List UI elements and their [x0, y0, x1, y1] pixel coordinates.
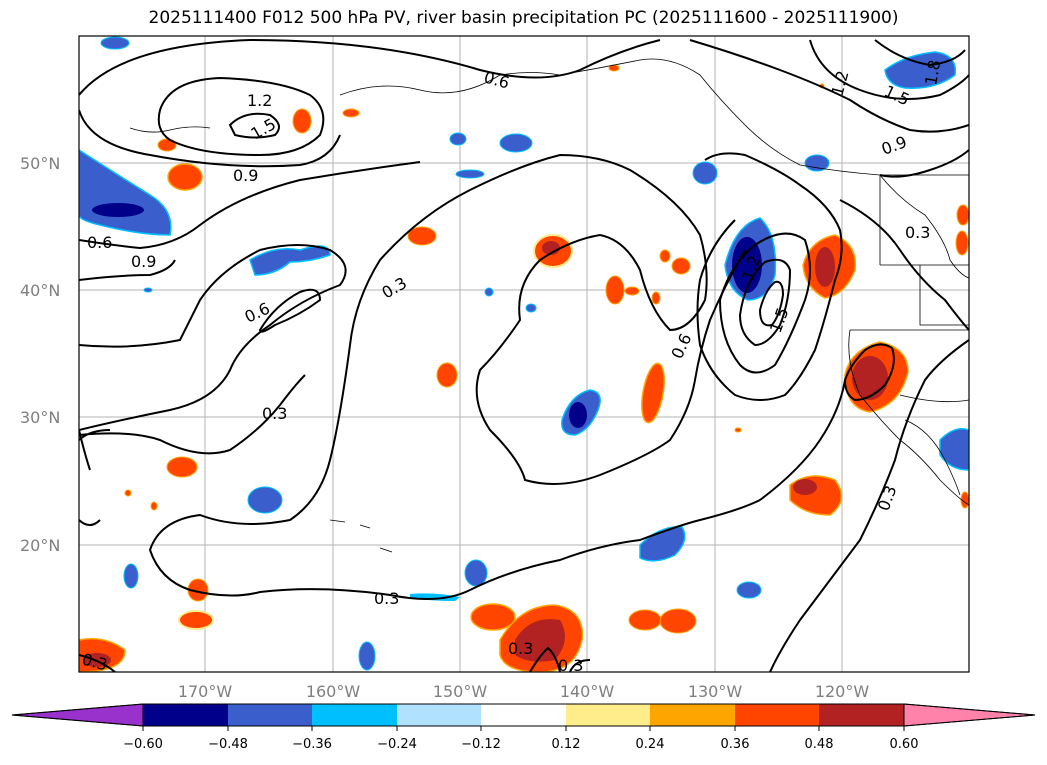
contour-label: 1.2 — [247, 91, 272, 110]
lon-label: 150°W — [433, 682, 488, 701]
lat-label: 20°N — [20, 536, 60, 555]
colorbar-tick: −0.12 — [461, 737, 501, 752]
contour-label: 0.9 — [233, 166, 258, 185]
lat-label: 40°N — [20, 281, 60, 300]
contour-label: 0.6 — [87, 233, 112, 252]
contour-label: 0.9 — [131, 252, 156, 271]
latitude-labels: 50°N 40°N 30°N 20°N — [20, 154, 60, 555]
contour-label: 0.3 — [905, 223, 930, 242]
colorbar-segment — [143, 704, 228, 726]
lat-label: 30°N — [20, 408, 60, 427]
contour-label: 1.8 — [921, 58, 944, 86]
map-frame — [78, 35, 970, 673]
colorbar-tick: 0.60 — [890, 737, 919, 752]
lon-label: 140°W — [560, 682, 615, 701]
colorbar-segment — [228, 704, 312, 726]
colorbar-segment — [735, 704, 819, 726]
colorbar-tick: −0.24 — [377, 737, 417, 752]
contour-label: 0.3 — [558, 656, 583, 675]
colorbar-right-extension — [903, 703, 1036, 727]
colorbar-segment — [650, 704, 735, 726]
colorbar-tick: 0.12 — [552, 737, 581, 752]
lon-label: 130°W — [688, 682, 743, 701]
colorbar-left-extension — [11, 703, 144, 727]
colorbar-segment — [312, 704, 397, 726]
colorbar-tick: −0.48 — [208, 737, 248, 752]
map-title: 2025111400 F012 500 hPa PV, river basin … — [148, 8, 899, 28]
colorbar-segment — [819, 704, 904, 726]
colorbar-segment — [566, 704, 650, 726]
colorbar-tick: −0.60 — [123, 737, 163, 752]
map-contents — [79, 36, 969, 672]
contour-label: 0.3 — [374, 589, 399, 608]
colorbar-segment — [397, 704, 481, 726]
lon-label: 170°W — [178, 682, 233, 701]
lon-label: 160°W — [306, 682, 361, 701]
colorbar-tick: 0.24 — [636, 737, 665, 752]
colorbar-tick: 0.36 — [721, 737, 750, 752]
lat-label: 50°N — [20, 154, 60, 173]
longitude-labels: 170°W 160°W 150°W 140°W 130°W 120°W — [178, 682, 870, 701]
map-area — [79, 36, 969, 672]
negative-precip-areas — [79, 36, 969, 671]
positive-precip-areas — [79, 64, 969, 672]
contour-label: 0.3 — [508, 639, 533, 658]
colorbar: −0.60 −0.48 −0.36 −0.24 −0.12 0.12 0.24 … — [11, 703, 1036, 752]
colorbar-segment — [481, 704, 566, 726]
lon-label: 120°W — [815, 682, 870, 701]
colorbar-tick: 0.48 — [805, 737, 834, 752]
colorbar-tick: −0.36 — [292, 737, 332, 752]
contour-label: 0.3 — [262, 404, 287, 423]
pv-contours — [79, 38, 969, 672]
